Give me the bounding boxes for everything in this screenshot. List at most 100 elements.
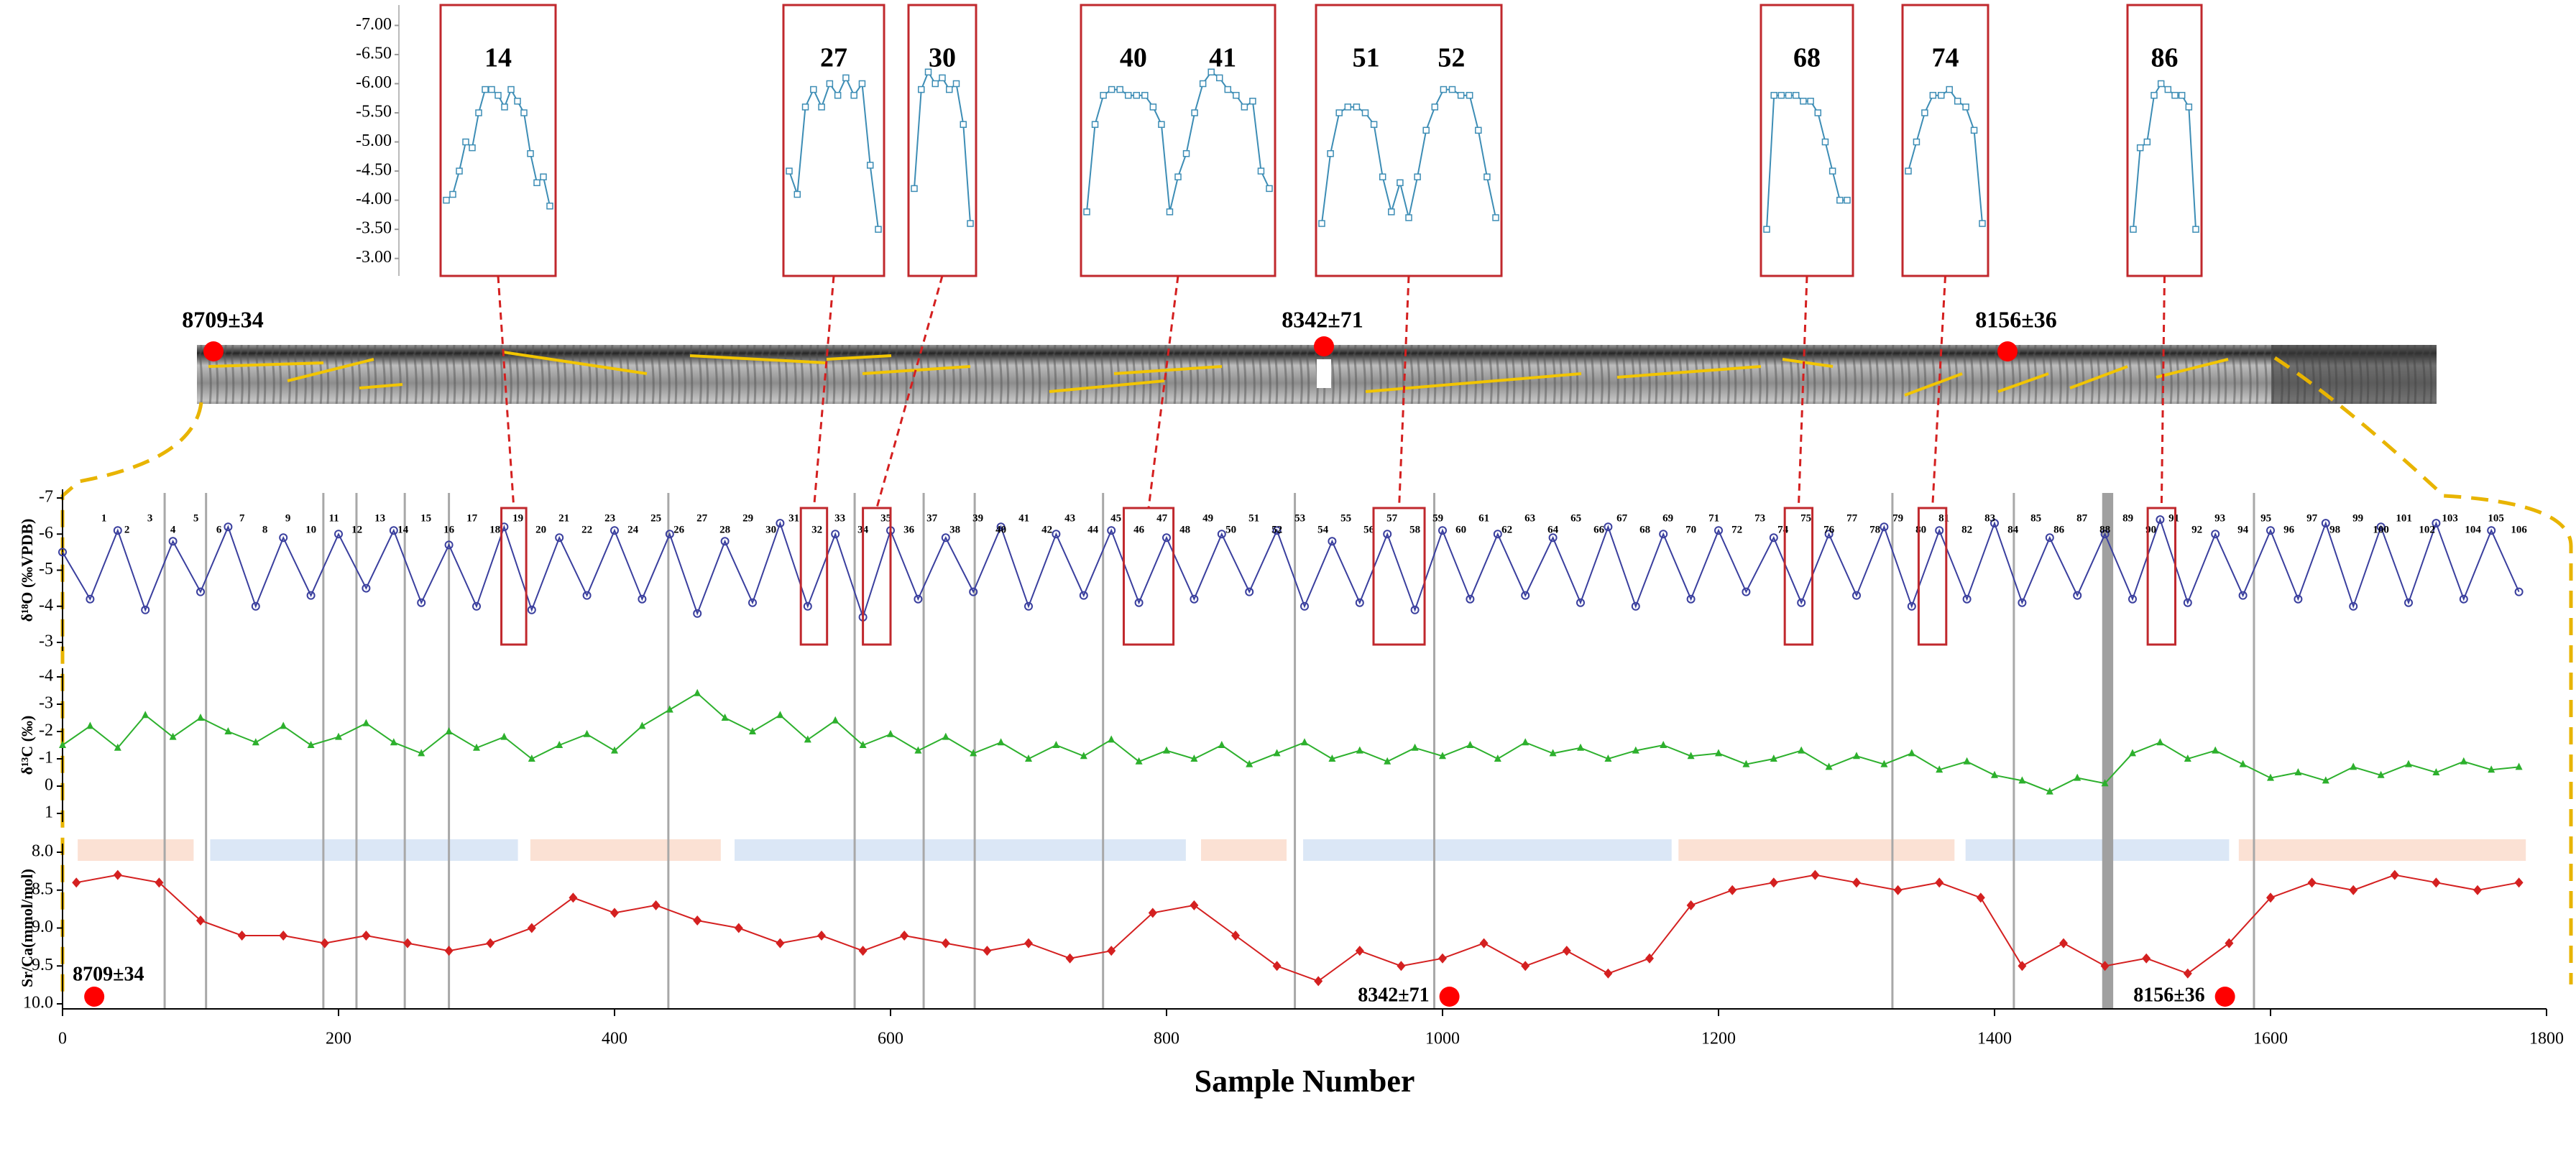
band-label: 104	[2465, 524, 2481, 535]
data-point	[638, 721, 646, 729]
band-label: 15	[420, 512, 431, 524]
data-point	[389, 526, 398, 535]
band-label: 68	[1639, 524, 1650, 535]
data-point	[224, 727, 232, 734]
age-label-top: 8709±34	[182, 306, 264, 332]
band-label: 75	[1800, 512, 1811, 524]
data-point	[939, 74, 946, 82]
data-point	[556, 741, 564, 748]
data-point	[59, 741, 66, 748]
connector-left	[60, 402, 203, 992]
data-point	[2100, 961, 2110, 972]
data-point	[1116, 86, 1123, 93]
inset-y-tick-label: -5.00	[356, 131, 392, 150]
data-point	[1493, 530, 1502, 539]
inset-connector	[875, 275, 944, 509]
data-point	[2129, 749, 2136, 757]
data-point	[1686, 594, 1696, 604]
data-point	[362, 719, 370, 726]
band-label: 17	[466, 512, 478, 524]
data-point	[911, 185, 918, 193]
band-label: 2	[124, 524, 130, 535]
data-point	[1660, 741, 1668, 748]
band-label: 18	[489, 524, 500, 535]
data-point	[1411, 743, 1419, 751]
y-tick-label: 8.0	[32, 842, 53, 861]
band-label: 4	[170, 524, 176, 535]
band-label: 62	[1501, 524, 1512, 535]
data-point	[1770, 91, 1777, 99]
band-label: 71	[1708, 512, 1719, 524]
inset-box	[2126, 4, 2203, 277]
data-point	[2405, 760, 2412, 767]
data-point	[1522, 738, 1530, 746]
band-label: 103	[2442, 512, 2458, 524]
data-point	[1166, 208, 1174, 216]
age-dot-top	[1314, 336, 1334, 356]
data-point	[1162, 533, 1171, 543]
band-label: 80	[1915, 524, 1926, 535]
age-label: 8709±34	[73, 963, 144, 985]
phase-bar	[1678, 839, 1955, 861]
data-point	[224, 522, 233, 532]
band-label: 65	[1570, 512, 1581, 524]
data-point	[168, 537, 178, 546]
data-point	[1576, 598, 1585, 607]
data-point	[1828, 167, 1836, 175]
data-point	[1880, 522, 1889, 532]
data-point	[1384, 757, 1392, 765]
band-label: 56	[1363, 524, 1375, 535]
data-point	[1083, 208, 1090, 216]
data-point	[527, 149, 534, 157]
data-point	[1108, 86, 1116, 93]
data-point	[1852, 877, 1861, 888]
x-tick-label: 800	[1154, 1030, 1179, 1048]
data-point	[666, 705, 673, 713]
inset-label: 27	[820, 43, 847, 73]
data-point	[1133, 91, 1141, 99]
band-label: 12	[351, 524, 362, 535]
data-point	[1370, 121, 1378, 128]
data-point	[1921, 109, 1928, 116]
band-label: 57	[1386, 512, 1398, 524]
data-point	[610, 526, 619, 535]
inset-connector	[1398, 275, 1410, 509]
data-point	[475, 109, 482, 116]
data-point	[1355, 946, 1364, 956]
data-point	[2294, 768, 2302, 775]
data-point	[1466, 741, 1474, 748]
data-point	[514, 98, 521, 105]
data-point	[2321, 519, 2330, 528]
band-label: 10	[305, 524, 316, 535]
data-point	[362, 931, 371, 941]
data-point	[114, 743, 121, 751]
data-point	[403, 938, 412, 949]
data-point	[1686, 900, 1696, 910]
data-point	[527, 605, 536, 614]
age-dot-top	[1997, 341, 2018, 361]
data-point	[1797, 598, 1806, 607]
data-point	[1962, 103, 1969, 111]
data-point	[2225, 938, 2234, 949]
y-tick-label: -6	[39, 524, 53, 543]
data-point	[280, 721, 288, 729]
data-point	[914, 594, 923, 604]
band-label: 9	[285, 512, 291, 524]
data-point	[818, 103, 825, 111]
data-point	[583, 729, 591, 737]
data-point	[1976, 892, 1985, 903]
data-point	[1853, 752, 1860, 760]
band-label: 43	[1064, 512, 1075, 524]
data-point	[858, 946, 868, 956]
data-point	[1687, 752, 1695, 760]
data-point	[665, 530, 674, 539]
data-point	[1224, 86, 1232, 93]
data-point	[776, 711, 784, 719]
data-point	[967, 220, 974, 227]
phase-bar	[78, 839, 194, 861]
data-point	[2514, 587, 2524, 596]
data-point	[1604, 522, 1613, 532]
data-point	[279, 533, 288, 543]
data-point	[279, 931, 288, 941]
data-point	[748, 598, 757, 607]
